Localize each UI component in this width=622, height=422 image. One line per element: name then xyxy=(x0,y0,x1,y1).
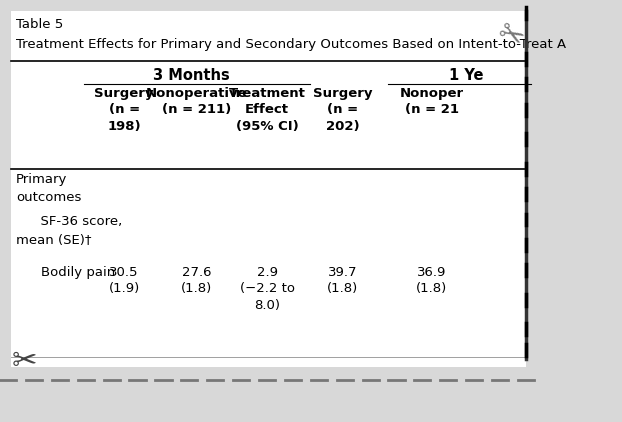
Text: 27.6
(1.8): 27.6 (1.8) xyxy=(181,266,213,295)
Text: Surgery
(n =
202): Surgery (n = 202) xyxy=(313,87,373,133)
Text: 3 Months: 3 Months xyxy=(153,68,230,84)
Text: ✂: ✂ xyxy=(491,18,528,56)
Text: Nonoper
(n = 21: Nonoper (n = 21 xyxy=(399,87,463,116)
Text: Primary
outcomes: Primary outcomes xyxy=(16,173,81,204)
Text: 39.7
(1.8): 39.7 (1.8) xyxy=(327,266,358,295)
Bar xyxy=(11,11,526,367)
Text: Bodily pain: Bodily pain xyxy=(41,266,115,279)
Text: 36.9
(1.8): 36.9 (1.8) xyxy=(416,266,447,295)
Text: Table 5: Table 5 xyxy=(16,18,63,31)
Text: 1 Ye: 1 Ye xyxy=(449,68,484,84)
Text: mean (SE)†: mean (SE)† xyxy=(16,234,91,247)
Text: 30.5
(1.9): 30.5 (1.9) xyxy=(108,266,140,295)
Text: 2.9
(−2.2 to
8.0): 2.9 (−2.2 to 8.0) xyxy=(239,266,295,312)
Text: SF-36 score,: SF-36 score, xyxy=(32,215,123,228)
Text: Treatment Effects for Primary and Secondary Outcomes Based on Intent-to-Treat A: Treatment Effects for Primary and Second… xyxy=(16,38,566,51)
Text: Surgery
(n =
198): Surgery (n = 198) xyxy=(95,87,154,133)
Text: Treatment
Effect
(95% CI): Treatment Effect (95% CI) xyxy=(229,87,305,133)
Text: ✂: ✂ xyxy=(12,347,37,376)
Text: Nonoperative
(n = 211): Nonoperative (n = 211) xyxy=(146,87,248,116)
